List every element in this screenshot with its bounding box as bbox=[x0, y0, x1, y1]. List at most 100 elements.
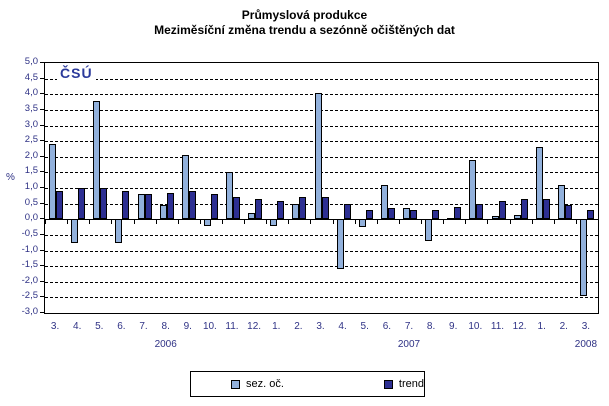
x-axis-tick bbox=[398, 220, 400, 225]
x-axis-month-label: 4. bbox=[338, 321, 347, 332]
x-axis-tick bbox=[222, 220, 223, 225]
x-axis-month-label: 3. bbox=[316, 321, 325, 332]
bar-sez-oc bbox=[137, 194, 145, 220]
legend-label: trend bbox=[398, 378, 424, 390]
chart-subtitle: Meziměsíční změna trendu a sezónně očišt… bbox=[154, 23, 455, 37]
x-axis-month-label: 12. bbox=[512, 321, 527, 332]
y-axis-label: 4,0 bbox=[24, 87, 38, 99]
gridline bbox=[45, 94, 598, 96]
y-axis-label: 5,0 bbox=[24, 56, 38, 67]
bar-sez-oc bbox=[579, 219, 587, 296]
legend: sez. oč. trend bbox=[190, 371, 425, 397]
y-axis-label: 0,5 bbox=[24, 196, 38, 208]
bar-trend bbox=[166, 192, 174, 220]
legend-swatch-trend bbox=[383, 379, 393, 389]
bar-sez-oc bbox=[469, 159, 477, 220]
y-axis-tick bbox=[40, 140, 44, 142]
x-axis-tick bbox=[421, 220, 422, 225]
x-axis-tick bbox=[598, 220, 599, 225]
bar-sez-oc bbox=[203, 219, 211, 226]
bar-trend bbox=[100, 188, 108, 220]
y-axis-label: -2,0 bbox=[21, 274, 38, 286]
y-axis-tick bbox=[40, 280, 44, 282]
x-axis-tick bbox=[111, 220, 113, 225]
legend-swatch-sez-oc bbox=[231, 379, 240, 389]
gridline bbox=[45, 250, 598, 252]
x-axis-month-label: 12. bbox=[247, 321, 262, 332]
gridline bbox=[45, 266, 598, 268]
bar-trend bbox=[321, 197, 329, 220]
bar-trend bbox=[56, 191, 64, 220]
bar-trend bbox=[299, 197, 307, 220]
x-axis-month-label: 9. bbox=[183, 321, 192, 332]
bar-sez-oc bbox=[226, 172, 233, 220]
y-axis-tick bbox=[40, 93, 44, 95]
x-axis-month-label: 6. bbox=[117, 321, 126, 332]
x-axis-month-label: 2. bbox=[559, 321, 568, 332]
bar-sez-oc bbox=[93, 100, 101, 220]
gridline bbox=[45, 172, 598, 174]
y-axis-label: 2,5 bbox=[24, 134, 38, 146]
y-axis-tick bbox=[40, 77, 44, 79]
x-axis-month-label: 6. bbox=[382, 321, 392, 332]
bar-trend bbox=[498, 200, 506, 220]
x-axis-tick bbox=[310, 220, 312, 225]
x-axis-tick bbox=[376, 220, 378, 225]
x-axis-tick bbox=[133, 220, 135, 225]
gridline bbox=[45, 78, 598, 80]
bar-sez-oc bbox=[181, 155, 189, 220]
x-axis-tick bbox=[575, 220, 577, 225]
y-axis-tick bbox=[40, 108, 44, 110]
x-axis-tick bbox=[553, 220, 555, 225]
y-axis-unit-label: % bbox=[6, 172, 15, 183]
x-axis-tick bbox=[487, 220, 489, 225]
x-axis-month-label: 7. bbox=[139, 321, 148, 332]
y-axis-tick bbox=[40, 171, 44, 173]
bar-trend bbox=[210, 194, 218, 220]
bar-trend bbox=[233, 197, 240, 220]
x-axis-tick bbox=[443, 220, 445, 225]
bar-sez-oc bbox=[403, 208, 410, 220]
gridline bbox=[45, 234, 598, 236]
x-axis-month-label: 8. bbox=[426, 321, 436, 332]
gridline bbox=[45, 156, 598, 158]
x-axis-tick bbox=[67, 220, 69, 225]
gridline bbox=[45, 188, 598, 189]
y-axis-label: -2,5 bbox=[21, 290, 38, 302]
y-axis-tick bbox=[40, 155, 44, 157]
x-axis-tick bbox=[45, 220, 46, 225]
y-axis-tick bbox=[40, 62, 44, 63]
bar-sez-oc bbox=[49, 144, 57, 220]
y-axis-tick bbox=[40, 187, 44, 188]
x-axis-tick bbox=[199, 220, 201, 225]
y-axis-label: 4,5 bbox=[24, 71, 38, 83]
legend-label: sez. oč. bbox=[246, 378, 284, 390]
y-axis-label: 2,0 bbox=[24, 149, 38, 161]
x-axis-tick bbox=[354, 220, 356, 225]
y-axis-tick bbox=[40, 249, 44, 251]
x-axis-tick bbox=[531, 220, 533, 225]
plot-area: ČSÚ bbox=[44, 62, 599, 314]
x-axis-tick bbox=[509, 220, 511, 225]
legend-item-trend: trend bbox=[383, 378, 424, 390]
x-axis-tick bbox=[244, 220, 246, 225]
x-axis-tick bbox=[177, 220, 179, 225]
x-axis-month-label: 10. bbox=[468, 321, 483, 332]
y-axis-tick bbox=[40, 124, 44, 126]
y-axis-label: 1,0 bbox=[24, 181, 38, 192]
x-axis-month-label: 10. bbox=[202, 321, 217, 332]
x-axis-month-label: 2. bbox=[294, 321, 303, 332]
bar-sez-oc bbox=[380, 184, 388, 220]
bar-trend bbox=[387, 208, 395, 220]
x-axis-month-label: 5. bbox=[95, 321, 104, 332]
x-axis-year-label: 2008 bbox=[574, 339, 598, 350]
x-axis-month-label: 4. bbox=[73, 321, 82, 332]
gridline bbox=[45, 281, 598, 283]
gridline bbox=[45, 297, 598, 299]
bar-trend bbox=[542, 198, 550, 220]
bar-trend bbox=[277, 200, 285, 220]
bar-sez-oc bbox=[491, 216, 499, 220]
gridline bbox=[45, 109, 598, 111]
bar-sez-oc bbox=[248, 213, 256, 220]
